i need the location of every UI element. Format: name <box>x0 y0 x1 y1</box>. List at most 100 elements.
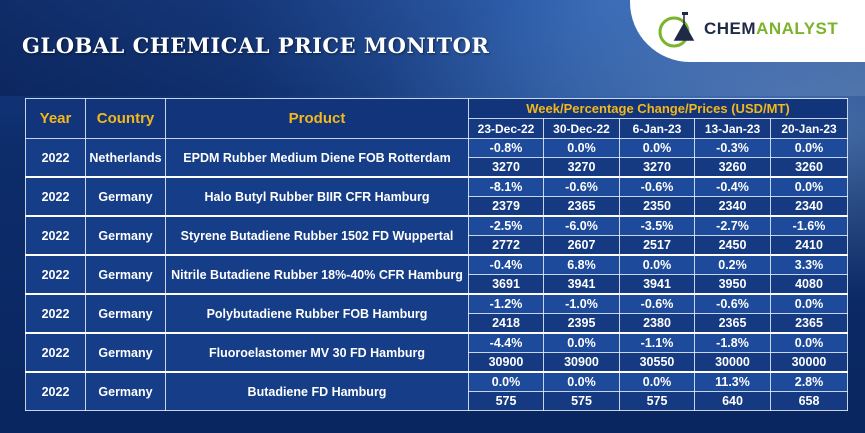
price-cell: 2340 <box>694 196 771 217</box>
brand-name: CHEMANALYST <box>704 19 838 39</box>
percent-change-cell: -0.8% <box>468 138 544 158</box>
price-cell: 2418 <box>468 313 544 334</box>
price-cell: 30000 <box>694 352 771 373</box>
percent-change-cell: -1.2% <box>468 293 544 314</box>
year-cell: 2022 <box>25 138 86 178</box>
percent-change-cell: -6.0% <box>543 215 620 236</box>
price-cell: 2517 <box>619 235 695 256</box>
header-week: Week/Percentage Change/Prices (USD/MT) <box>468 98 848 119</box>
percent-change-cell: 0.0% <box>770 138 848 158</box>
percent-change-cell: 2.8% <box>770 371 848 392</box>
percent-change-cell: -0.3% <box>694 138 771 158</box>
table-row: 2022 Germany Polybutadiene Rubber FOB Hamb… <box>25 293 848 334</box>
flask-logo-icon <box>658 12 695 48</box>
brand-logo: CHEMANALYST <box>630 0 865 62</box>
price-cell: 3270 <box>468 157 544 178</box>
price-cell: 2350 <box>619 196 695 217</box>
price-cell: 2340 <box>770 196 848 217</box>
header-date: 30-Dec-22 <box>543 118 620 139</box>
price-cell: 575 <box>619 391 695 411</box>
percent-change-cell: -1.8% <box>694 332 771 353</box>
header-date: 20-Jan-23 <box>770 118 848 139</box>
product-cell: EPDM Rubber Medium Diene FOB Rotterdam <box>165 138 469 178</box>
percent-change-cell: -2.5% <box>468 215 544 236</box>
percent-change-cell: -8.1% <box>468 176 544 197</box>
table-row: 2022 Germany Halo Butyl Rubber BIIR CFR Ha… <box>25 176 848 217</box>
header-date: 13-Jan-23 <box>694 118 771 139</box>
year-cell: 2022 <box>25 371 86 411</box>
price-cell: 2410 <box>770 235 848 256</box>
table-row: 3691 3941 3941 3950 4080 <box>26 274 848 295</box>
price-cell: 3270 <box>543 157 620 178</box>
percent-change-cell: -3.5% <box>619 215 695 236</box>
table-row: 2022 Netherlands EPDM Rubber Medium Diene … <box>25 138 848 178</box>
price-cell: 2365 <box>543 196 620 217</box>
percent-change-cell: -0.4% <box>694 176 771 197</box>
table-row: 3270 3270 3270 3260 3260 <box>26 157 848 178</box>
price-cell: 3941 <box>543 274 620 295</box>
price-cell: 3260 <box>770 157 848 178</box>
price-cell: 640 <box>694 391 771 411</box>
country-cell: Germany <box>85 293 166 334</box>
table-body: 2022 Netherlands EPDM Rubber Medium Diene … <box>25 138 848 411</box>
brand-part-2: ANALYST <box>756 19 839 38</box>
year-cell: 2022 <box>25 293 86 334</box>
year-cell: 2022 <box>25 176 86 217</box>
price-cell: 2380 <box>619 313 695 334</box>
year-cell: 2022 <box>25 215 86 256</box>
percent-change-cell: -0.6% <box>619 293 695 314</box>
price-cell: 575 <box>468 391 544 411</box>
price-cell: 3950 <box>694 274 771 295</box>
page-title: GLOBAL CHEMICAL PRICE MONITOR <box>22 33 490 58</box>
percent-change-cell: 11.3% <box>694 371 771 392</box>
product-cell: Styrene Butadiene Rubber 1502 FD Wuppert… <box>165 215 469 256</box>
price-cell: 3691 <box>468 274 544 295</box>
header-country: Country <box>85 98 166 139</box>
product-cell: Halo Butyl Rubber BIIR CFR Hamburg <box>165 176 469 217</box>
product-cell: Polybutadiene Rubber FOB Hamburg <box>165 293 469 334</box>
table-row: 2022 Germany Nitrile Butadiene Rubber 18%-… <box>25 254 848 295</box>
table-row: 30900 30900 30550 30000 30000 <box>26 352 848 373</box>
header-product: Product <box>165 98 469 139</box>
table-row: 2022 Germany Butadiene FD Hamburg 0.0% 0.0% 0… <box>25 371 848 411</box>
price-cell: 30550 <box>619 352 695 373</box>
percent-change-cell: -4.4% <box>468 332 544 353</box>
percent-change-cell: 3.3% <box>770 254 848 275</box>
percent-change-cell: -2.7% <box>694 215 771 236</box>
price-cell: 3260 <box>694 157 771 178</box>
country-cell: Netherlands <box>85 138 166 178</box>
table-row: 2418 2395 2380 2365 2365 <box>26 313 848 334</box>
percent-change-cell: 0.0% <box>619 371 695 392</box>
table-row: 2022 Germany Styrene Butadiene Rubber 1502… <box>25 215 848 256</box>
percent-change-cell: -1.0% <box>543 293 620 314</box>
price-cell: 2607 <box>543 235 620 256</box>
percent-change-cell: 0.0% <box>770 293 848 314</box>
percent-change-cell: -0.4% <box>468 254 544 275</box>
table-row: 575 575 575 640 658 <box>26 391 848 411</box>
percent-change-cell: 0.0% <box>619 254 695 275</box>
country-cell: Germany <box>85 254 166 295</box>
percent-change-cell: 0.2% <box>694 254 771 275</box>
percent-change-cell: 0.0% <box>770 176 848 197</box>
country-cell: Germany <box>85 176 166 217</box>
percent-change-cell: -1.1% <box>619 332 695 353</box>
country-cell: Germany <box>85 371 166 411</box>
price-cell: 2395 <box>543 313 620 334</box>
brand-part-1: CHEM <box>704 19 757 38</box>
table-row: 2772 2607 2517 2450 2410 <box>26 235 848 256</box>
header-date: 23-Dec-22 <box>468 118 544 139</box>
product-cell: Nitrile Butadiene Rubber 18%-40% CFR Ham… <box>165 254 469 295</box>
price-cell: 30000 <box>770 352 848 373</box>
price-cell: 4080 <box>770 274 848 295</box>
price-cell: 658 <box>770 391 848 411</box>
price-table: Year Country Product Week/Percentage Cha… <box>25 98 848 411</box>
product-cell: Butadiene FD Hamburg <box>165 371 469 411</box>
price-cell: 575 <box>543 391 620 411</box>
percent-change-cell: -0.6% <box>619 176 695 197</box>
price-cell: 3941 <box>619 274 695 295</box>
price-cell: 30900 <box>543 352 620 373</box>
percent-change-cell: 0.0% <box>619 138 695 158</box>
percent-change-cell: 6.8% <box>543 254 620 275</box>
price-cell: 3270 <box>619 157 695 178</box>
product-cell: Fluoroelastomer MV 30 FD Hamburg <box>165 332 469 373</box>
